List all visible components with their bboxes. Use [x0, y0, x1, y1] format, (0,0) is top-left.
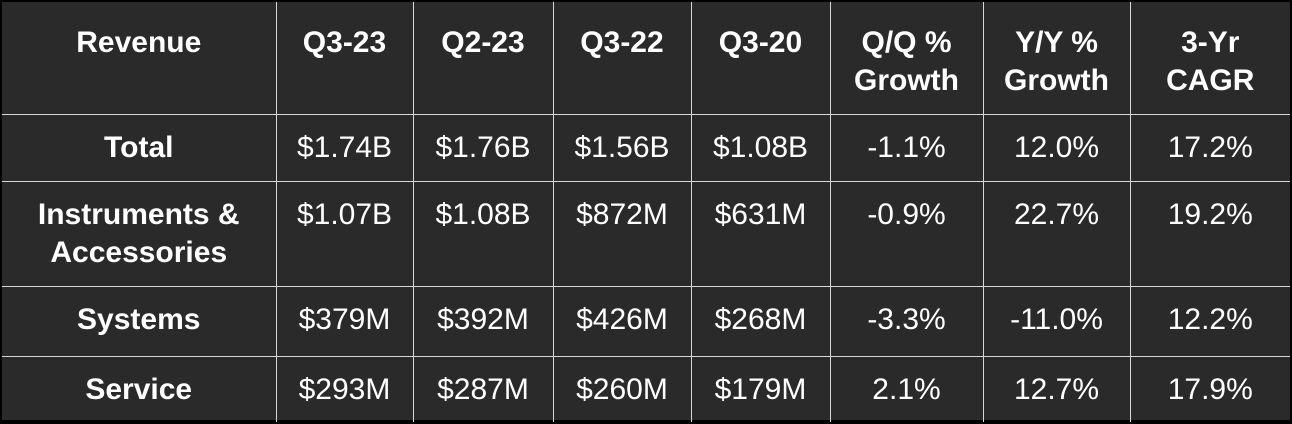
header-row: Revenue Q3-23 Q2-23 Q3-22 Q3-20 Q/Q % Growth Y… [2, 2, 1290, 115]
data-cell: $260M [552, 355, 692, 422]
row-label: Instruments & Accessories [2, 180, 277, 287]
data-cell: 17.2% [1129, 113, 1290, 182]
data-cell: $392M [412, 285, 554, 357]
data-cell: -1.1% [829, 113, 984, 182]
data-cell: 12.7% [982, 355, 1131, 422]
table-body: Total $1.74B $1.76B $1.56B $1.08B -1.1% 12.0% 1… [2, 113, 1290, 422]
row-label: Systems [2, 285, 277, 357]
table-row: Instruments & Accessories $1.07B $1.08B $87… [2, 180, 1290, 287]
data-cell: -0.9% [829, 180, 984, 287]
data-cell: $1.74B [275, 113, 414, 182]
data-cell: $872M [552, 180, 692, 287]
row-label: Service [2, 355, 277, 422]
data-cell: $287M [412, 355, 554, 422]
table-row: Service $293M $287M $260M $179M 2.1% 12.7% 17.9… [2, 355, 1290, 422]
data-cell: -11.0% [982, 285, 1131, 357]
data-cell: 22.7% [982, 180, 1131, 287]
header-cell: Q3-20 [690, 2, 831, 115]
data-cell: $179M [690, 355, 831, 422]
data-cell: $631M [690, 180, 831, 287]
header-cell: Q3-22 [552, 2, 692, 115]
header-cell: Y/Y % Growth [982, 2, 1131, 115]
data-cell: $1.08B [412, 180, 554, 287]
data-cell: $379M [275, 285, 414, 357]
data-cell: $1.76B [412, 113, 554, 182]
header-cell: Q2-23 [412, 2, 554, 115]
data-cell: $1.56B [552, 113, 692, 182]
data-cell: $426M [552, 285, 692, 357]
data-cell: 12.2% [1129, 285, 1290, 357]
table-row: Systems $379M $392M $426M $268M -3.3% -11.0% 12… [2, 285, 1290, 357]
data-cell: 19.2% [1129, 180, 1290, 287]
table-row: Total $1.74B $1.76B $1.56B $1.08B -1.1% 12.0% 1… [2, 113, 1290, 182]
header-cell: 3-Yr CAGR [1129, 2, 1290, 115]
header-cell: Revenue [2, 2, 277, 115]
data-cell: 2.1% [829, 355, 984, 422]
row-label: Total [2, 113, 277, 182]
header-cell: Q3-23 [275, 2, 414, 115]
data-cell: $1.08B [690, 113, 831, 182]
data-cell: $1.07B [275, 180, 414, 287]
data-cell: 12.0% [982, 113, 1131, 182]
data-cell: $293M [275, 355, 414, 422]
data-cell: 17.9% [1129, 355, 1290, 422]
data-cell: -3.3% [829, 285, 984, 357]
data-cell: $268M [690, 285, 831, 357]
header-cell: Q/Q % Growth [829, 2, 984, 115]
